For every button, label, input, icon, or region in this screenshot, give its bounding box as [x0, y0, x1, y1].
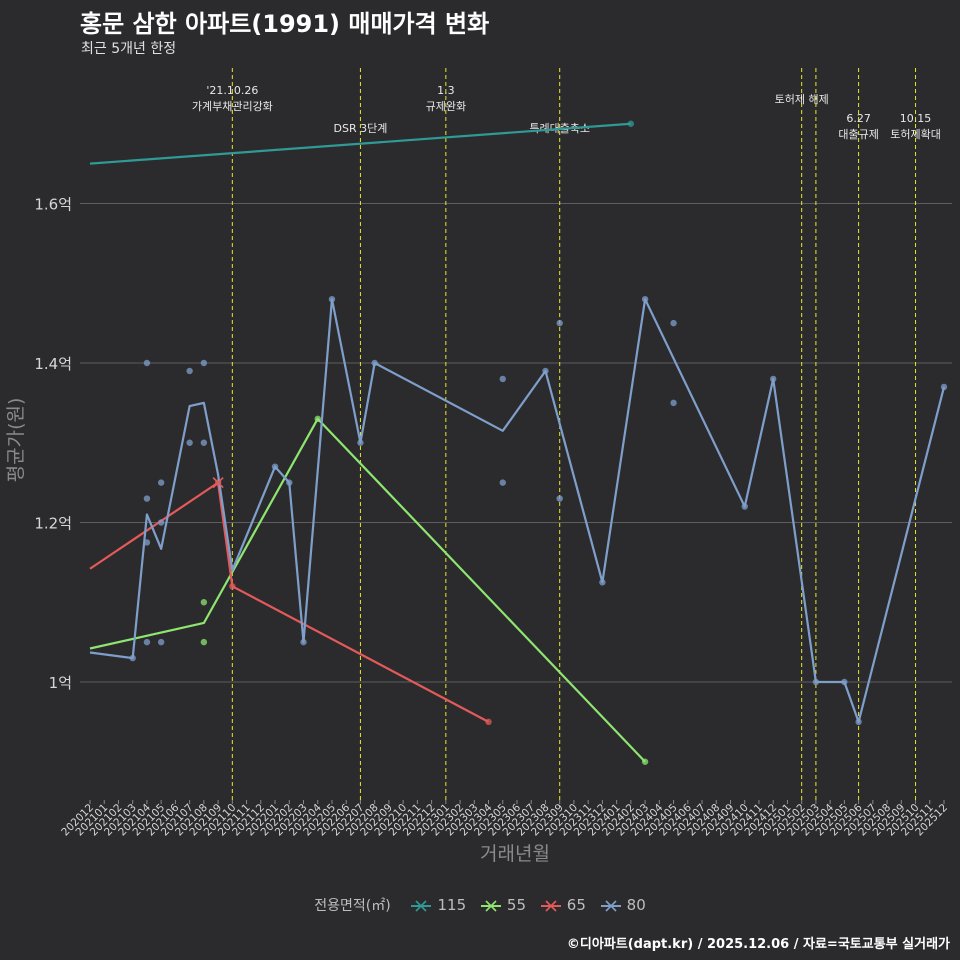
y-tick-label: 1억	[49, 674, 72, 692]
event-label: DSR 3단계	[334, 122, 388, 135]
data-point-80	[271, 463, 279, 470]
data-point-80	[770, 375, 777, 383]
data-point-80	[328, 296, 336, 303]
data-point-80	[143, 495, 151, 502]
data-point-80	[940, 383, 948, 391]
legend-swatch-115	[411, 899, 432, 912]
data-point-80	[670, 399, 677, 407]
data-point-80	[357, 439, 364, 446]
data-point-80	[300, 638, 307, 646]
data-point-80	[200, 359, 208, 367]
marker-65	[212, 477, 224, 489]
data-point-80	[641, 296, 649, 303]
data-point-80	[157, 519, 165, 526]
chart-subtitle: 최근 5개년 한정	[81, 41, 177, 57]
y-tick-label: 1.6억	[34, 196, 72, 214]
series-line-80	[89, 298, 946, 723]
legend-item-115[interactable]: 115	[409, 896, 466, 914]
event-label: 1.3	[437, 84, 455, 97]
y-tick-label: 1.2억	[34, 515, 72, 533]
event-label: 가계부채관리강화	[192, 100, 273, 113]
event-label: 6.27	[846, 112, 871, 125]
data-point-80	[556, 495, 563, 502]
data-point-80	[812, 678, 820, 686]
data-point-80	[157, 638, 165, 646]
legend-swatch-55	[480, 899, 501, 912]
y-axis-label: 평균가(원)	[5, 398, 27, 483]
event-label: 토허제 해제	[775, 92, 829, 106]
event-label: '21.10.26	[206, 84, 258, 97]
data-point-55	[314, 415, 321, 423]
data-point-80	[599, 579, 606, 586]
legend-swatch-80	[600, 899, 621, 912]
legend-label-115: 115	[437, 896, 467, 914]
data-point-55	[641, 758, 649, 765]
data-point-80	[741, 503, 748, 510]
data-point-55	[200, 599, 208, 606]
data-point-80	[371, 359, 378, 367]
data-point-80	[499, 375, 506, 383]
event-label: 토허제확대	[890, 128, 941, 141]
data-point-80	[143, 638, 151, 646]
chart-title: 홍문 삼한 아파트(1991) 매매가격 변화	[80, 10, 490, 38]
data-point-65	[229, 583, 236, 590]
event-label: 규제완화	[426, 100, 466, 113]
event-label: 10.15	[900, 112, 932, 125]
data-point-80	[200, 439, 208, 446]
data-point-115	[627, 120, 635, 127]
event-label: 대출규제	[838, 128, 878, 141]
data-point-80	[670, 319, 677, 327]
legend-item-55[interactable]: 55	[479, 896, 526, 914]
data-point-80	[129, 654, 136, 662]
data-point-80	[157, 479, 165, 486]
data-point-80	[556, 319, 563, 327]
source-caption: ©디아파트(dapt.kr) / 2025.12.06 / 자료=국토교통부 실…	[566, 937, 950, 952]
legend-swatch-65	[540, 899, 561, 912]
data-point-80	[186, 439, 193, 446]
legend-item-80[interactable]: 80	[599, 896, 646, 914]
data-point-80	[286, 479, 293, 486]
x-axis-label: 거래년월	[480, 843, 550, 865]
data-point-65	[485, 718, 492, 726]
data-point-80	[143, 539, 151, 546]
series-line-65	[89, 481, 490, 723]
data-point-80	[855, 718, 862, 726]
data-point-80	[143, 359, 151, 367]
legend-label-55: 55	[506, 896, 526, 914]
data-point-55	[200, 638, 208, 646]
legend-label-80: 80	[626, 896, 646, 914]
series-line-115	[89, 122, 631, 165]
data-point-80	[186, 367, 193, 375]
y-tick-label: 1.4억	[34, 355, 72, 373]
data-point-80	[499, 479, 506, 486]
data-point-80	[841, 678, 848, 686]
legend-label-65: 65	[566, 896, 586, 914]
legend-title: 전용면적(㎡)	[314, 898, 391, 914]
legend-item-65[interactable]: 65	[539, 896, 586, 914]
data-point-80	[542, 367, 549, 375]
legend: 전용면적(㎡) 115 55 65 80	[0, 895, 960, 915]
series-line-55	[89, 417, 646, 763]
